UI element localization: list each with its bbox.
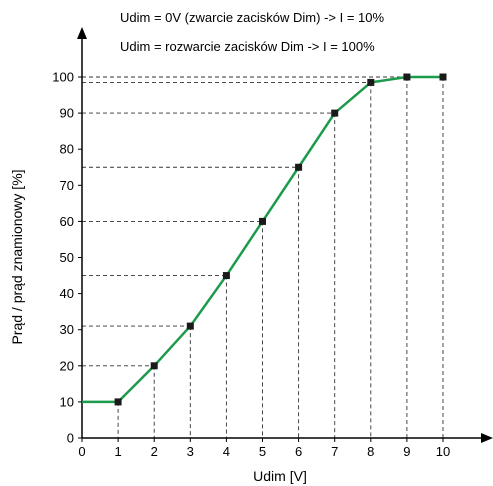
y-tick-label: 100 — [52, 70, 74, 85]
y-tick-label: 80 — [60, 142, 74, 157]
y-tick-label: 90 — [60, 106, 74, 121]
markers — [114, 73, 447, 406]
annotation-2: Udim = rozwarcie zacisków Dim -> I = 100… — [120, 39, 375, 54]
x-tick-label: 3 — [187, 444, 194, 459]
y-tick-label: 40 — [60, 286, 74, 301]
data-point — [259, 217, 266, 225]
data-point — [439, 73, 447, 81]
y-tick-label: 20 — [60, 358, 74, 373]
y-tick-label: 10 — [60, 394, 74, 409]
x-tick-label: 6 — [295, 444, 302, 459]
series — [82, 75, 443, 404]
data-point — [295, 163, 303, 171]
data-point — [150, 362, 158, 370]
y-tick-label: 70 — [60, 178, 74, 193]
y-axis-label: Prąd / prąd znamionowy [%] — [9, 169, 25, 344]
axes — [77, 27, 493, 443]
x-tick-label: 8 — [367, 444, 374, 459]
x-tick-label: 2 — [151, 444, 158, 459]
x-tick-label: 1 — [114, 444, 121, 459]
x-tick-label: 5 — [259, 444, 266, 459]
data-point — [331, 109, 339, 117]
annotation-1: Udim = 0V (zwarcie zacisków Dim) -> I = … — [120, 10, 384, 25]
series-line — [82, 75, 443, 404]
y-tick-label: 60 — [60, 214, 74, 229]
x-tick-label: 9 — [403, 444, 410, 459]
x-axis-label: Udim [V] — [253, 468, 307, 484]
x-tick-label: 4 — [223, 444, 230, 459]
x-tick-label: 10 — [436, 444, 450, 459]
x-tick-label: 0 — [78, 444, 85, 459]
data-point — [403, 73, 411, 81]
data-point — [114, 398, 122, 406]
y-tick-label: 0 — [67, 431, 74, 446]
y-tick-label: 30 — [60, 322, 74, 337]
x-tick-label: 7 — [331, 444, 338, 459]
y-tick-label: 50 — [60, 250, 74, 265]
x-axis-arrow-icon — [481, 433, 493, 443]
data-point — [367, 78, 375, 86]
guide-lines — [82, 76, 444, 438]
y-axis-arrow-icon — [77, 27, 87, 39]
data-point — [186, 322, 194, 330]
data-point — [222, 272, 230, 280]
